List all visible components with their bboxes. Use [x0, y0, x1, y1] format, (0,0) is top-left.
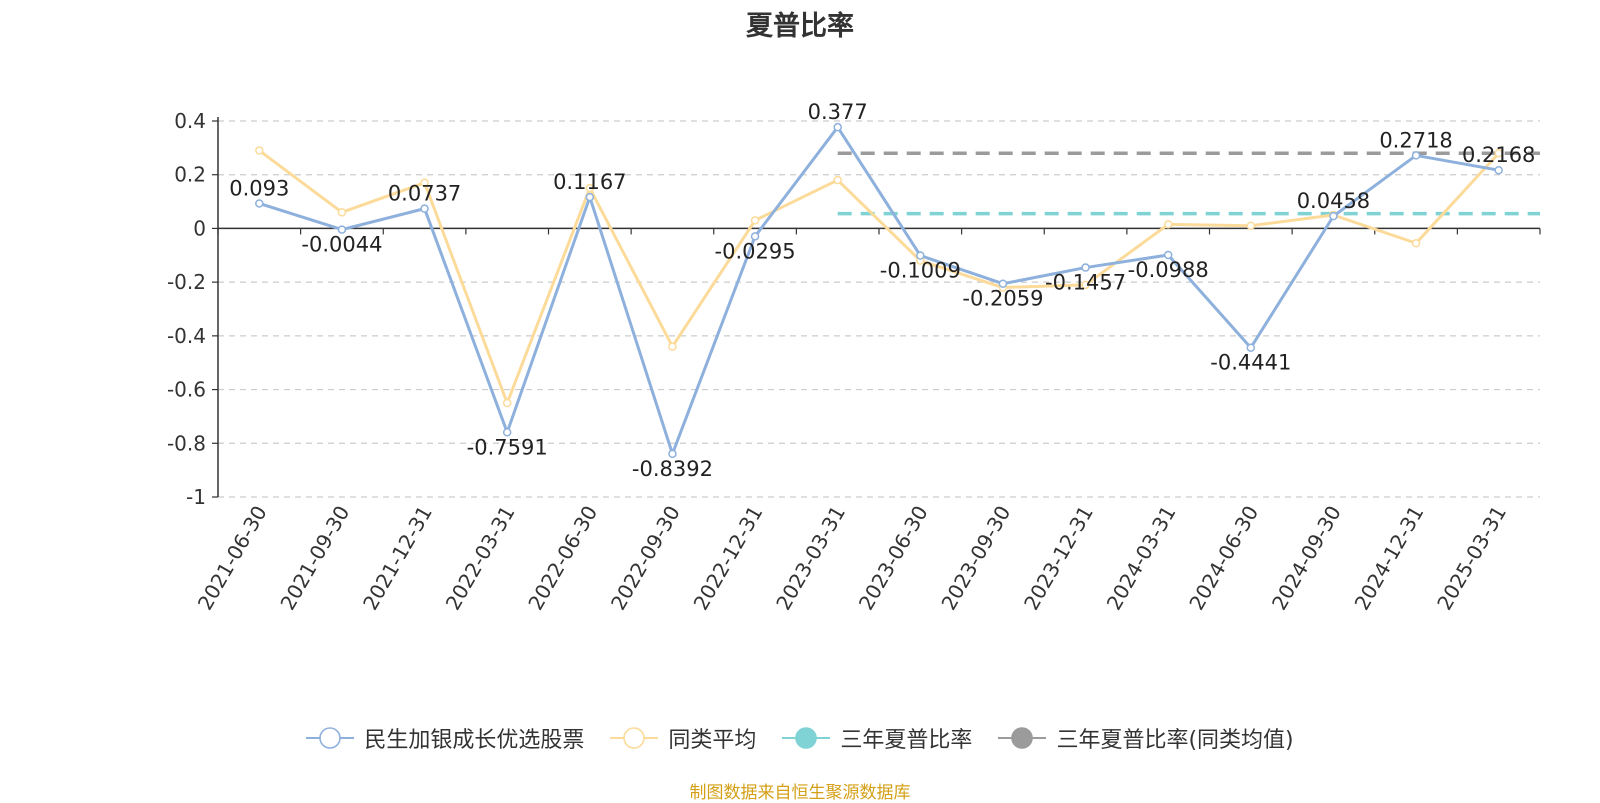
- data-label: -0.8392: [632, 457, 713, 481]
- data-point-peer-average: [1081, 280, 1090, 290]
- x-tick-label: 2022-03-31: [441, 502, 520, 615]
- legend-item-three-year-sharpe[interactable]: 三年夏普比率: [782, 722, 972, 754]
- data-point-fund: [1246, 343, 1256, 352]
- legend-symbol-three-year-sharpe: [782, 727, 831, 749]
- x-tick-label: 2021-09-30: [275, 502, 354, 615]
- x-tick-label: 2024-03-31: [1102, 502, 1181, 615]
- data-label: -0.0295: [715, 239, 796, 263]
- data-point-fund: [916, 251, 925, 260]
- x-tick-label: 2022-06-30: [523, 502, 602, 615]
- data-point-peer-average: [502, 398, 512, 408]
- data-point-fund: [1411, 151, 1421, 160]
- legend-symbol-three-year-sharpe-peer: [998, 727, 1047, 749]
- legend-label-three-year-sharpe: 三年夏普比率: [840, 728, 973, 753]
- y-tick-label: -0.2: [167, 270, 206, 294]
- legend-symbol-fund: [306, 727, 355, 749]
- data-point-fund: [750, 232, 760, 241]
- data-label: 0.2718: [1379, 128, 1452, 152]
- data-point-fund: [998, 279, 1008, 288]
- y-tick-label: 0.2: [174, 163, 206, 187]
- data-point-peer-average: [668, 342, 677, 351]
- legend-label-peer-average: 同类平均: [668, 728, 757, 753]
- series-line-fund: [258, 125, 1499, 456]
- data-point-fund: [1329, 211, 1338, 221]
- source-note: 制图数据来自恒生聚源数据库: [689, 783, 911, 803]
- x-tick-label: 2025-03-31: [1432, 502, 1511, 615]
- legend-marker: [623, 727, 646, 749]
- legend-item-peer-average[interactable]: 同类平均: [610, 722, 756, 754]
- legend-marker: [795, 727, 818, 749]
- data-point-fund: [833, 122, 842, 132]
- legend-label-fund: 民生加银成长优选股票: [364, 728, 585, 753]
- data-label: -0.0044: [301, 233, 382, 257]
- data-label: -0.1457: [1045, 271, 1126, 295]
- y-tick-label: 0: [193, 216, 206, 240]
- data-point-peer-average: [1163, 220, 1173, 229]
- data-label: 0.2168: [1462, 143, 1535, 167]
- chart-title: 夏普比率: [746, 11, 854, 42]
- data-point-peer-average: [1494, 148, 1503, 158]
- data-point-fund: [1494, 165, 1503, 175]
- data-label: 0.1167: [553, 170, 626, 194]
- data-point-fund: [1163, 250, 1173, 260]
- data-point-fund: [668, 449, 677, 459]
- x-tick-label: 2024-12-31: [1349, 502, 1428, 615]
- data-point-fund: [337, 225, 347, 234]
- data-point-peer-average: [1246, 221, 1256, 230]
- data-point-fund: [420, 204, 429, 213]
- x-tick-label: 2023-09-30: [936, 502, 1015, 615]
- y-tick-label: -0.8: [167, 431, 206, 455]
- data-label: -0.4441: [1210, 351, 1291, 375]
- data-point-fund: [585, 192, 595, 202]
- data-label: 0.0458: [1297, 189, 1370, 213]
- x-tick-label: 2021-12-31: [358, 502, 437, 615]
- y-tick-label: -0.4: [167, 324, 206, 348]
- data-point-peer-average: [585, 183, 595, 193]
- data-label: -0.1009: [880, 259, 961, 283]
- series-line-peer-average: [258, 149, 1500, 405]
- x-tick-label: 2023-06-30: [854, 502, 933, 615]
- legend-item-fund[interactable]: 民生加银成长优选股票: [306, 722, 584, 754]
- data-label: -0.2059: [962, 287, 1043, 311]
- legend-marker: [1011, 727, 1034, 749]
- legend-label-three-year-sharpe-peer: 三年夏普比率(同类均值): [1056, 728, 1294, 753]
- y-tick-label: -1: [186, 485, 206, 509]
- y-tick-label: -0.6: [167, 378, 206, 402]
- legend-symbol-peer-average: [610, 727, 659, 749]
- data-label: 0.377: [808, 100, 868, 124]
- data-point-peer-average: [420, 178, 429, 188]
- data-point-peer-average: [750, 216, 760, 225]
- data-label: -0.7591: [467, 435, 548, 459]
- data-label: 0.093: [229, 176, 289, 200]
- y-tick-label: 0.4: [174, 109, 206, 133]
- data-point-fund: [1081, 263, 1090, 272]
- data-point-peer-average: [255, 146, 264, 155]
- x-tick-label: 2022-12-31: [688, 502, 767, 615]
- x-tick-label: 2023-03-31: [771, 502, 850, 615]
- data-label: -0.0988: [1128, 258, 1209, 282]
- legend: 民生加银成长优选股票 同类平均 三年夏普比率 三年夏普比率(同类均值): [0, 722, 1600, 754]
- legend-item-three-year-sharpe-peer[interactable]: 三年夏普比率(同类均值): [998, 722, 1294, 754]
- data-label: 0.0737: [388, 182, 461, 206]
- x-tick-label: 2024-06-30: [1184, 502, 1263, 615]
- x-tick-label: 2023-12-31: [1019, 502, 1098, 615]
- x-tick-label: 2021-06-30: [193, 502, 272, 615]
- legend-marker: [319, 727, 342, 749]
- data-point-peer-average: [833, 175, 842, 185]
- data-point-fund: [502, 428, 512, 437]
- x-tick-label: 2024-09-30: [1267, 502, 1346, 615]
- x-tick-label: 2022-09-30: [606, 502, 685, 615]
- data-point-peer-average: [337, 208, 347, 217]
- data-point-peer-average: [1411, 238, 1421, 248]
- data-point-fund: [255, 199, 264, 208]
